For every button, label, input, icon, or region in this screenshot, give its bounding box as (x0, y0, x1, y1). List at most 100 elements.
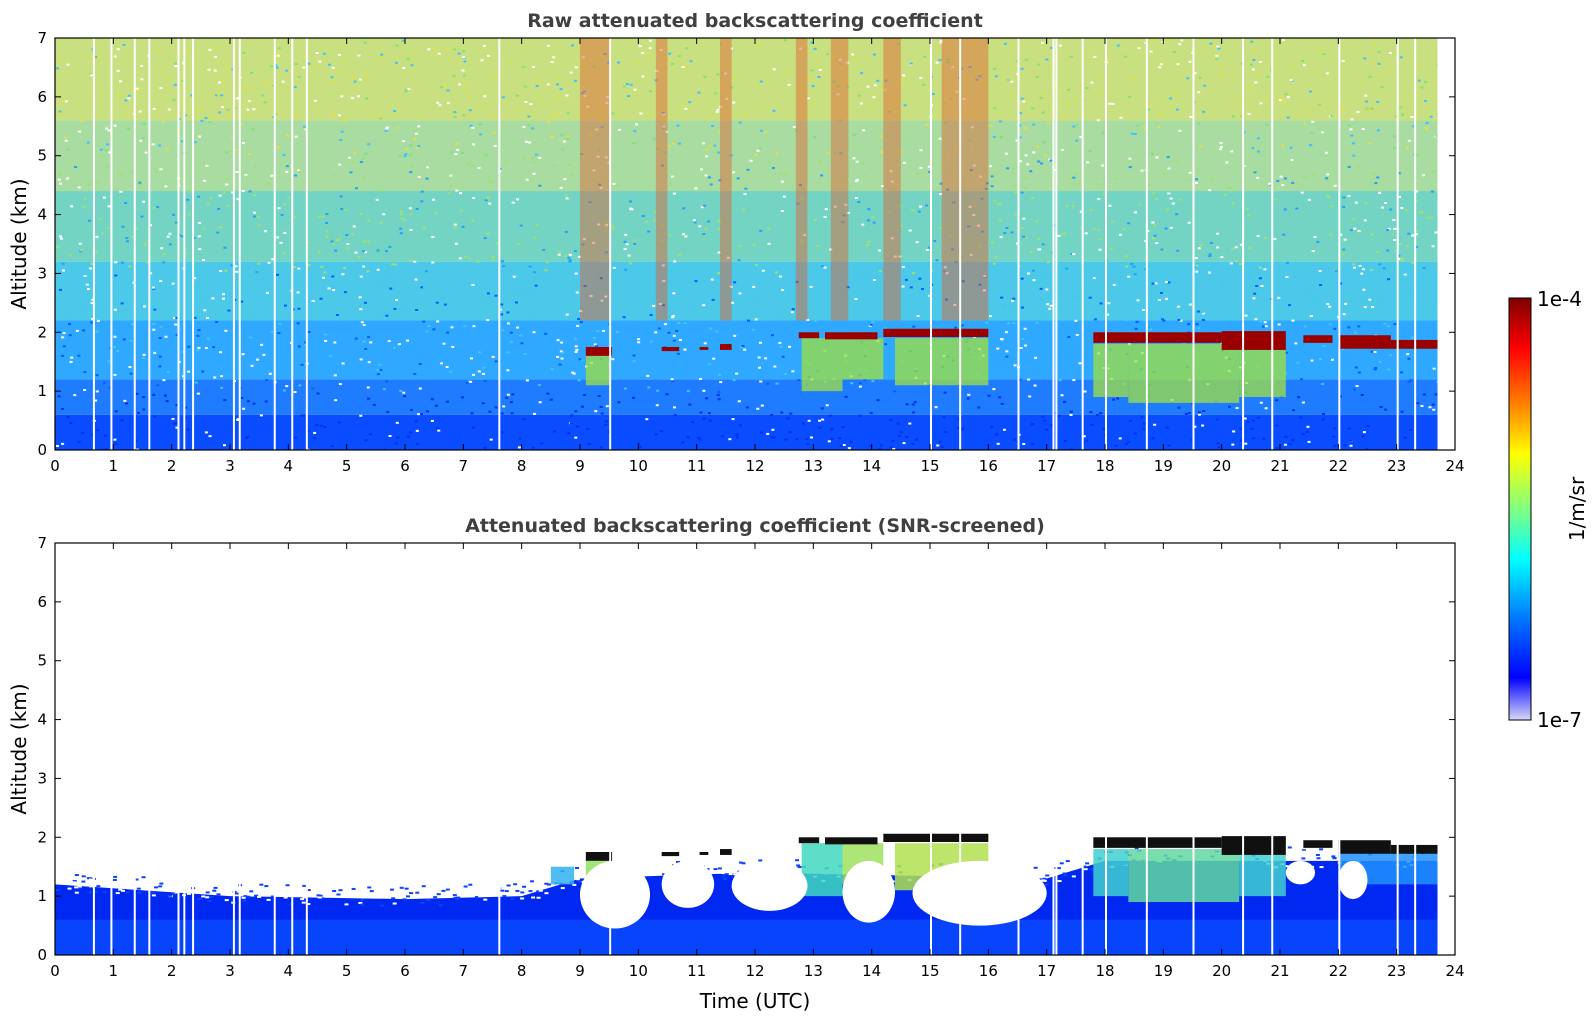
noise-speck (752, 244, 756, 247)
noise-speck (1179, 198, 1183, 201)
sub-cloud-signal (1093, 344, 1129, 398)
noise-speck (975, 78, 979, 81)
noise-speck (312, 65, 316, 68)
noise-speck (1240, 115, 1244, 118)
noise-speck (101, 448, 105, 450)
noise-speck (404, 88, 408, 91)
noise-speck (297, 76, 301, 79)
noise-speck (1381, 206, 1385, 209)
noise-speck (339, 287, 343, 290)
noise-speck (791, 370, 795, 373)
top-x-tick-label: 17 (1037, 457, 1056, 475)
noise-speck (606, 255, 610, 258)
noise-speck (629, 200, 633, 203)
noise-speck (1387, 368, 1391, 371)
noise-speck (95, 390, 99, 393)
boundary-edge-speck (733, 873, 738, 876)
noise-speck (555, 113, 559, 116)
boundary-edge-speck (1060, 863, 1065, 866)
noise-speck (890, 237, 894, 240)
boundary-edge-speck (654, 872, 659, 875)
noise-speck (1376, 129, 1380, 132)
noise-speck (869, 412, 873, 415)
noise-speck (1401, 259, 1405, 262)
boundary-edge-speck (301, 901, 306, 904)
noise-speck (1123, 55, 1127, 58)
noise-speck (1281, 183, 1285, 186)
noise-speck (173, 316, 177, 319)
noise-speck (1203, 84, 1207, 87)
noise-speck (102, 381, 106, 384)
noise-speck (77, 441, 81, 444)
noise-speck (1220, 256, 1224, 259)
noise-speck (151, 143, 155, 146)
noise-speck (322, 276, 326, 279)
noise-speck (1352, 142, 1356, 145)
noise-speck (1067, 335, 1071, 338)
noise-speck (98, 54, 102, 57)
noise-speck (172, 422, 176, 425)
boundary-edge-speck (1151, 847, 1156, 850)
noise-speck (469, 124, 473, 127)
noise-speck (1384, 408, 1388, 411)
noise-speck (632, 360, 636, 363)
boundary-edge-speck (186, 892, 191, 895)
bottom-x-tick-label: 1 (109, 962, 119, 980)
noise-speck (1422, 174, 1426, 177)
boundary-edge-speck (98, 881, 103, 884)
noise-speck (1362, 431, 1366, 434)
bottom-x-tick-label: 23 (1387, 962, 1406, 980)
noise-speck (1093, 55, 1097, 58)
noise-speck (225, 151, 229, 154)
noise-speck (252, 215, 256, 218)
noise-speck (157, 49, 161, 52)
noise-speck (867, 240, 871, 243)
noise-speck (1090, 423, 1094, 426)
noise-speck (1386, 249, 1390, 252)
noise-speck (1372, 43, 1376, 46)
noise-speck (298, 384, 302, 387)
noise-speck (633, 239, 637, 242)
noise-speck (263, 81, 267, 84)
boundary-edge-speck (112, 878, 117, 881)
noise-speck (789, 412, 793, 415)
noise-speck (945, 154, 949, 157)
noise-speck (1151, 237, 1155, 240)
noise-speck (577, 318, 581, 321)
noise-speck (402, 140, 406, 143)
noise-speck (1361, 435, 1365, 438)
noise-speck (1329, 233, 1333, 236)
boundary-edge-speck (658, 865, 663, 868)
noise-speck (307, 264, 311, 267)
boundary-edge-speck (1085, 862, 1090, 865)
noise-speck (446, 89, 450, 92)
noise-speck (1024, 344, 1028, 347)
noise-speck (362, 265, 366, 268)
noise-speck (801, 422, 805, 425)
noise-speck (1253, 171, 1257, 174)
noise-speck (425, 330, 429, 333)
noise-speck (174, 323, 178, 326)
noise-speck (1159, 291, 1163, 294)
boundary-edge-speck (151, 894, 156, 897)
boundary-edge-speck (115, 892, 120, 895)
noise-speck (1135, 320, 1139, 323)
noise-speck (864, 277, 868, 280)
noise-speck (186, 198, 190, 201)
data-gap-line (1055, 543, 1058, 955)
noise-speck (1184, 412, 1188, 415)
noise-speck (1295, 182, 1299, 185)
noise-speck (565, 197, 569, 200)
noise-speck (698, 438, 702, 441)
screened-clear-pocket (661, 860, 715, 908)
noise-speck (832, 80, 836, 83)
noise-speck (445, 400, 449, 403)
boundary-edge-speck (1316, 857, 1321, 860)
noise-speck (675, 329, 679, 332)
noise-speck (307, 331, 311, 334)
noise-speck (973, 204, 977, 207)
noise-speck (344, 60, 348, 63)
noise-speck (1097, 198, 1101, 201)
boundary-edge-speck (96, 885, 101, 888)
noise-speck (1311, 174, 1315, 177)
